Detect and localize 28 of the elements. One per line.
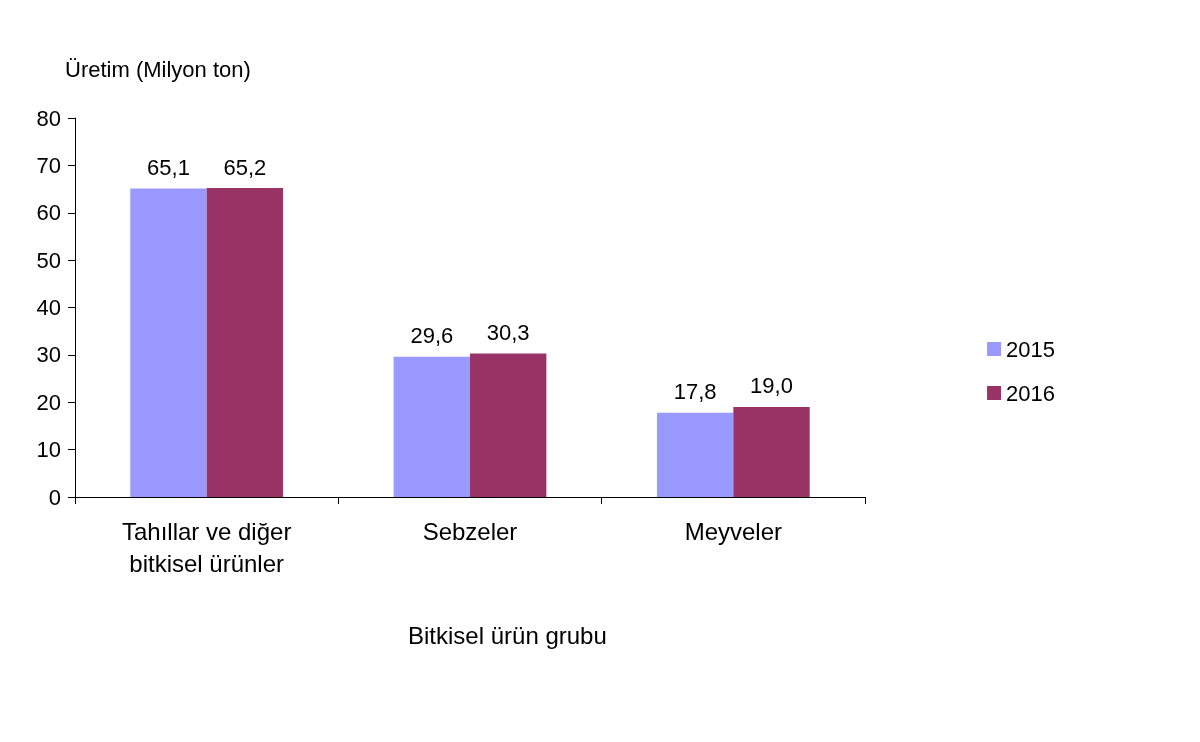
data-label: 29,6: [410, 323, 454, 349]
bar: [733, 406, 810, 497]
data-label: 65,2: [223, 154, 267, 180]
legend-label: 2016: [1006, 380, 1056, 406]
x-tick-label: Tahıllar ve diğer bitkisel ürünler: [121, 517, 292, 577]
y-tick-label: 10: [36, 437, 61, 463]
y-tick-label: 30: [36, 342, 61, 368]
y-tick-label: 0: [48, 484, 61, 510]
x-tick-label: Sebzeler: [422, 517, 518, 545]
y-axis-title: Üretim (Milyon ton): [65, 56, 251, 82]
data-label: 30,3: [486, 319, 530, 345]
bar: [470, 353, 547, 497]
y-tick-label: 80: [36, 105, 61, 131]
y-tick-label: 70: [36, 152, 61, 178]
y-tick-label: 40: [36, 295, 61, 320]
data-label: 19,0: [750, 373, 793, 399]
x-tick-label: Meyveler: [684, 517, 783, 545]
bar: [393, 356, 470, 497]
y-tick-label: 60: [36, 200, 61, 226]
bar: [130, 188, 207, 497]
bar: [206, 188, 284, 497]
y-tick-label: 50: [36, 247, 61, 273]
y-tick-label: 20: [36, 389, 61, 415]
data-label: 17,8: [673, 379, 717, 405]
legend-label: 2015: [1006, 336, 1056, 362]
data-label: 65,1: [147, 155, 190, 181]
x-axis-title: Bitkisel ürün grubu: [408, 621, 607, 649]
bar: [656, 412, 734, 497]
